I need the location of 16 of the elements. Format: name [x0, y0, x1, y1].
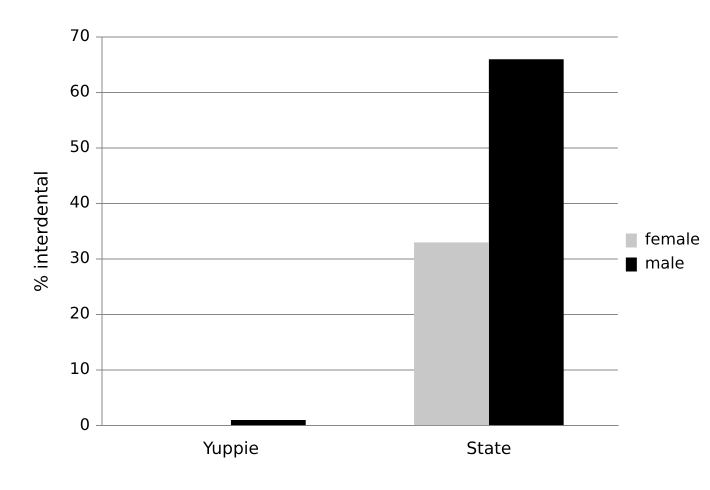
x-tick-label: State: [466, 439, 512, 460]
y-tick-label: 50: [70, 137, 90, 156]
legend-label: male: [644, 254, 685, 273]
legend-label: female: [644, 230, 700, 249]
y-tick-label: 20: [70, 304, 90, 323]
x-tick-label: Yuppie: [202, 439, 259, 460]
bar: [230, 420, 306, 426]
y-tick-label: 0: [80, 414, 90, 434]
bar: [414, 242, 489, 426]
y-tick-label: 10: [70, 359, 90, 378]
y-tick-label: 30: [70, 248, 90, 268]
bar: [488, 59, 564, 426]
y-tick-label: 40: [70, 192, 90, 212]
y-tick-label: 60: [70, 82, 90, 101]
y-axis-title: % interdental: [31, 170, 52, 292]
y-tick-label: 70: [70, 26, 90, 46]
